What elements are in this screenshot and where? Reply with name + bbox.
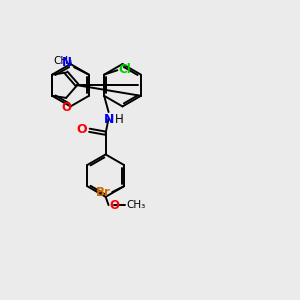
- Text: N: N: [104, 113, 114, 127]
- Text: O: O: [62, 101, 72, 114]
- Text: O: O: [110, 199, 120, 212]
- Text: N: N: [62, 56, 72, 69]
- Text: O: O: [76, 123, 87, 136]
- Text: Cl: Cl: [119, 63, 132, 76]
- Text: H: H: [115, 113, 124, 126]
- Text: CH₃: CH₃: [126, 200, 146, 210]
- Text: CH₃: CH₃: [53, 56, 73, 66]
- Text: Br: Br: [96, 186, 111, 199]
